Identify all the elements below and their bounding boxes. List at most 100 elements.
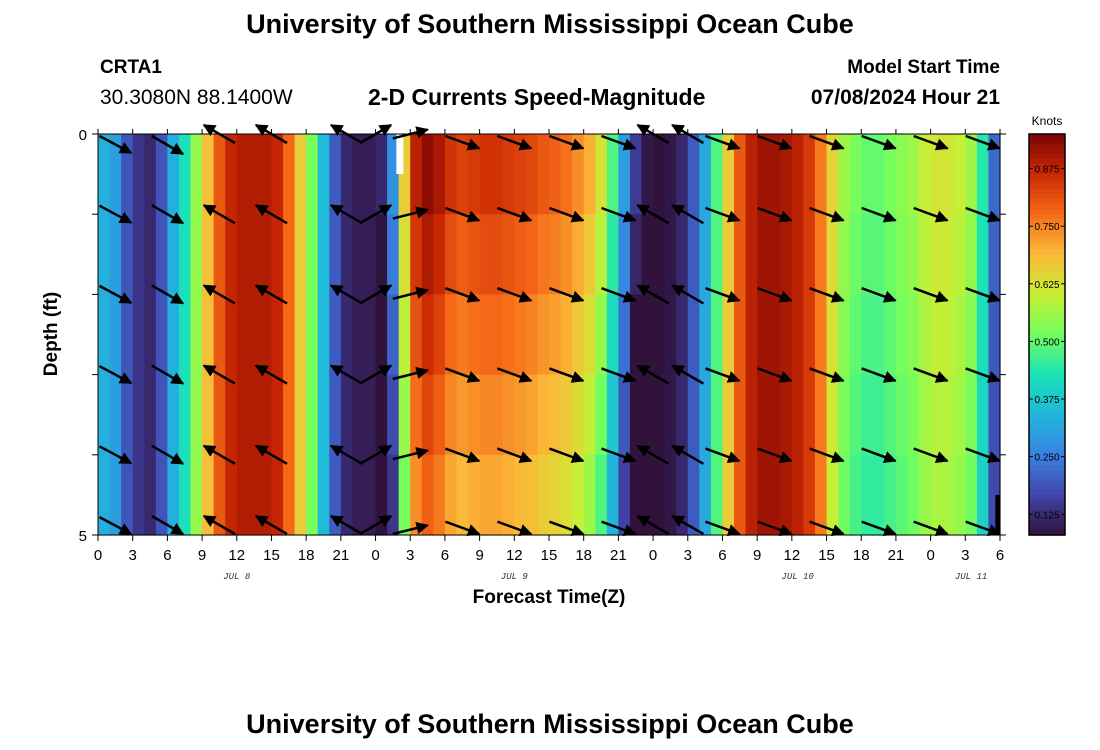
x-day-label: JUL 10: [781, 572, 814, 582]
heatmap-cell: [907, 294, 920, 376]
heatmap-cell: [514, 294, 527, 376]
heatmap-cell: [225, 214, 238, 295]
heatmap-cell: [895, 134, 909, 215]
heatmap-cell: [352, 294, 365, 376]
current-vector: [151, 514, 185, 536]
heatmap-cell: [976, 214, 990, 295]
current-vector: [98, 515, 133, 536]
current-vector: [98, 445, 133, 465]
current-vector: [254, 364, 288, 385]
heatmap-cell: [826, 374, 839, 456]
heatmap-cell: [329, 214, 342, 295]
heatmap-cell: [629, 134, 643, 215]
current-vector: [671, 204, 705, 225]
colorbar-swatch: [1029, 379, 1065, 386]
heatmap-cell: [421, 454, 434, 536]
heatmap-cell: [757, 294, 770, 376]
heatmap-cell: [722, 294, 735, 376]
current-vector: [496, 287, 533, 303]
heatmap-cell: [676, 134, 689, 215]
heatmap-cell: [410, 134, 423, 215]
heatmap-cell: [456, 454, 469, 536]
heatmap-cell: [930, 214, 943, 295]
colorbar-swatch: [1029, 239, 1065, 245]
heatmap-cell: [387, 134, 400, 215]
heatmap-cell: [144, 374, 157, 456]
current-vector: [861, 287, 897, 303]
heatmap-cell: [953, 374, 966, 456]
current-vector: [151, 134, 185, 156]
heatmap-cell: [699, 214, 712, 295]
colorbar-swatch: [1029, 409, 1065, 416]
heatmap-cell: [884, 454, 897, 536]
current-vector: [965, 367, 1001, 383]
current-vector: [601, 447, 637, 463]
heatmap-cell: [537, 134, 550, 215]
heatmap-cell: [479, 374, 492, 456]
x-tick-label: 21: [888, 547, 905, 564]
heatmap-cell: [132, 374, 145, 456]
colorbar-swatch: [1029, 304, 1065, 311]
colorbar-swatch: [1029, 279, 1065, 285]
current-vector: [98, 284, 133, 305]
colorbar-tick-label: 0.750: [1034, 222, 1059, 233]
heatmap-cell: [537, 454, 550, 536]
heatmap-cell: [687, 134, 700, 215]
current-vector: [202, 364, 236, 385]
x-day-label: JUL 11: [955, 572, 987, 582]
heatmap-cell: [479, 134, 492, 215]
current-vector: [548, 520, 585, 537]
heatmap-cell: [352, 134, 365, 215]
heatmap-cell: [456, 374, 469, 456]
heatmap-cell: [525, 374, 539, 456]
heatmap-cell: [953, 214, 966, 295]
heatmap-cell: [976, 374, 990, 456]
heatmap-cell: [734, 214, 747, 295]
current-vector: [98, 204, 133, 224]
heatmap-cell: [791, 214, 805, 295]
heatmap-cell: [479, 294, 492, 376]
heatmap-cell: [826, 214, 839, 295]
heatmap-cell: [363, 134, 377, 215]
current-vector: [392, 206, 429, 220]
heatmap-cell: [317, 454, 330, 536]
heatmap-cell: [121, 454, 134, 536]
heatmap-cell: [895, 374, 909, 456]
heatmap-cell: [583, 454, 596, 536]
heatmap-cell: [988, 214, 1001, 295]
heatmap-cell: [363, 374, 377, 456]
current-vector: [809, 447, 845, 464]
y-tick-label: 0: [79, 127, 87, 144]
colorbar-swatch: [1029, 244, 1065, 250]
current-vector: [913, 367, 949, 383]
current-vector: [548, 134, 585, 151]
heatmap-cell: [340, 374, 354, 456]
heatmap-cell: [699, 454, 712, 536]
heatmap-cell: [942, 214, 955, 295]
heatmap-cell: [572, 454, 585, 536]
heatmap-cell: [398, 374, 411, 456]
current-vector: [151, 444, 185, 465]
x-day-label: JUL 8: [223, 572, 251, 582]
heatmap-cell: [502, 374, 515, 456]
x-tick-label: 9: [475, 547, 483, 564]
colorbar-swatch: [1029, 444, 1065, 451]
heatmap-cell: [618, 454, 631, 536]
heatmap-cell: [213, 294, 226, 376]
heatmap-cell: [572, 214, 585, 295]
heatmap-cell: [317, 374, 330, 456]
colorbar-unit: Knots: [1032, 114, 1063, 128]
heatmap-cell: [710, 214, 724, 295]
heatmap-cell: [491, 454, 504, 536]
heatmap-cell: [283, 214, 296, 295]
heatmap-cell: [919, 294, 932, 376]
heatmap-cell: [838, 294, 851, 376]
current-vector: [671, 284, 705, 305]
current-vector: [444, 520, 481, 537]
heatmap-cell: [710, 294, 724, 376]
x-tick-label: 3: [406, 547, 414, 564]
heatmap-cell: [537, 214, 550, 295]
heatmap-cell: [664, 294, 677, 376]
heatmap-cell: [329, 134, 342, 215]
heatmap-cell: [595, 374, 608, 456]
